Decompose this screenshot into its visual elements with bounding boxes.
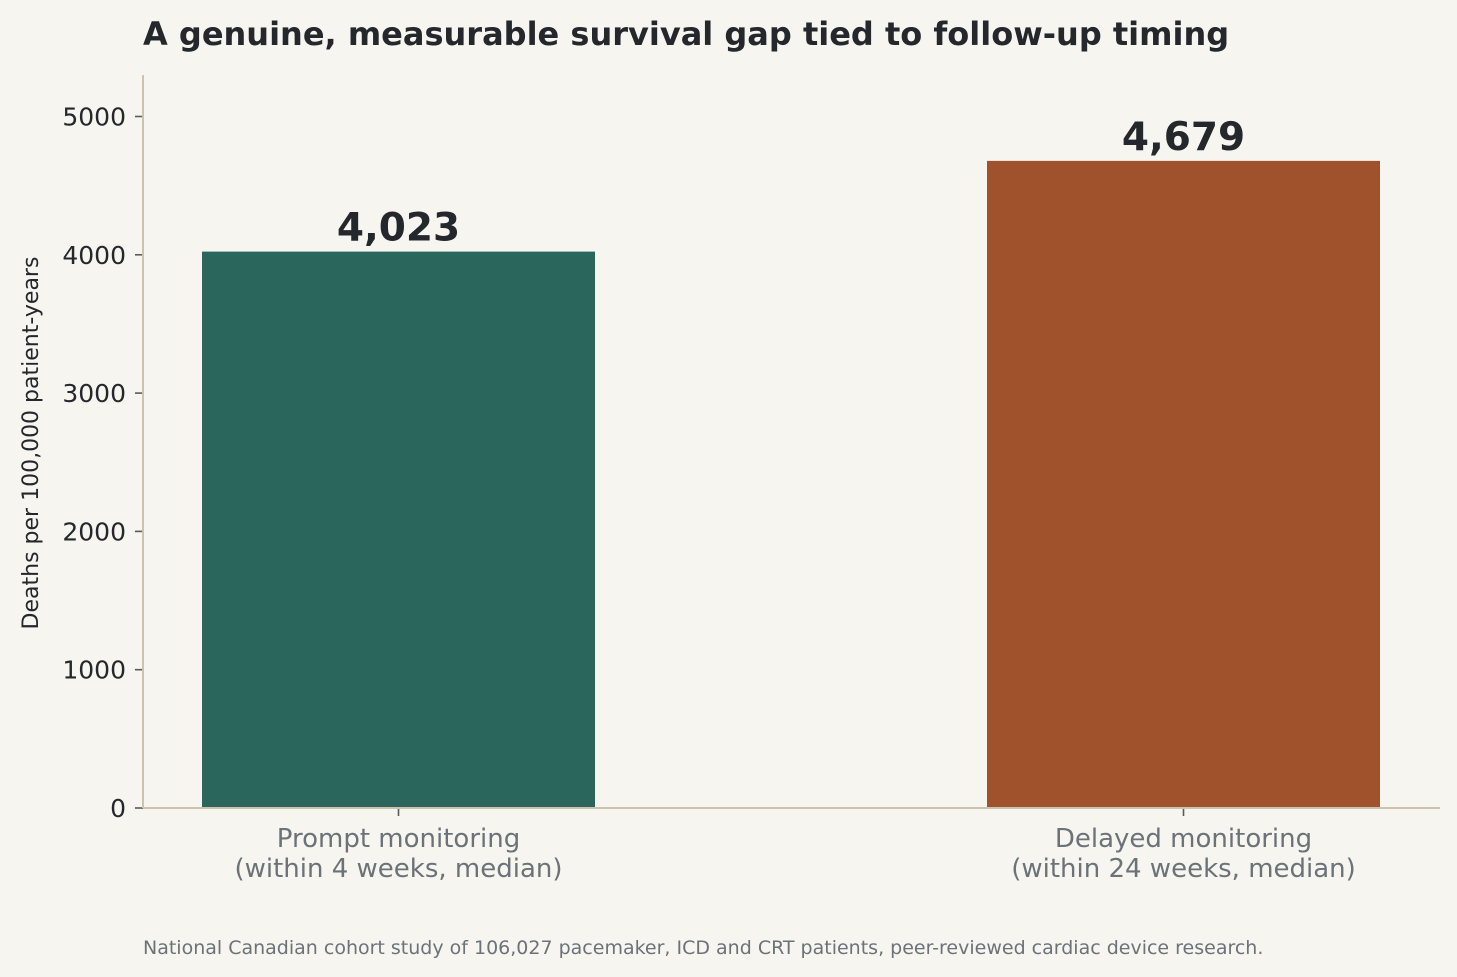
y-tick-label: 4000 (62, 241, 126, 270)
source-footnote: National Canadian cohort study of 106,02… (143, 937, 1263, 959)
x-axis-ticks: Prompt monitoring(within 4 weeks, median… (234, 808, 1356, 884)
chart-title: A genuine, measurable survival gap tied … (143, 15, 1229, 53)
bar-2 (987, 160, 1380, 808)
x-category-label: (within 4 weeks, median) (234, 854, 562, 884)
bar-1 (202, 251, 595, 808)
y-tick-label: 2000 (62, 517, 126, 546)
x-category-label: Prompt monitoring (277, 824, 520, 854)
y-axis-label: Deaths per 100,000 patient-years (19, 257, 44, 630)
bar-value-label: 4,023 (337, 206, 460, 251)
bar-value-label: 4,679 (1122, 115, 1245, 160)
y-tick-label: 5000 (62, 102, 126, 131)
x-category-label: Delayed monitoring (1055, 824, 1312, 854)
y-tick-label: 1000 (62, 656, 126, 685)
y-tick-label: 0 (110, 794, 126, 823)
bars: 4,023 4,679 (202, 115, 1380, 808)
x-category-label: (within 24 weeks, median) (1011, 854, 1356, 884)
y-axis-ticks: 0 1000 2000 3000 4000 5000 (62, 102, 143, 823)
y-tick-label: 3000 (62, 379, 126, 408)
